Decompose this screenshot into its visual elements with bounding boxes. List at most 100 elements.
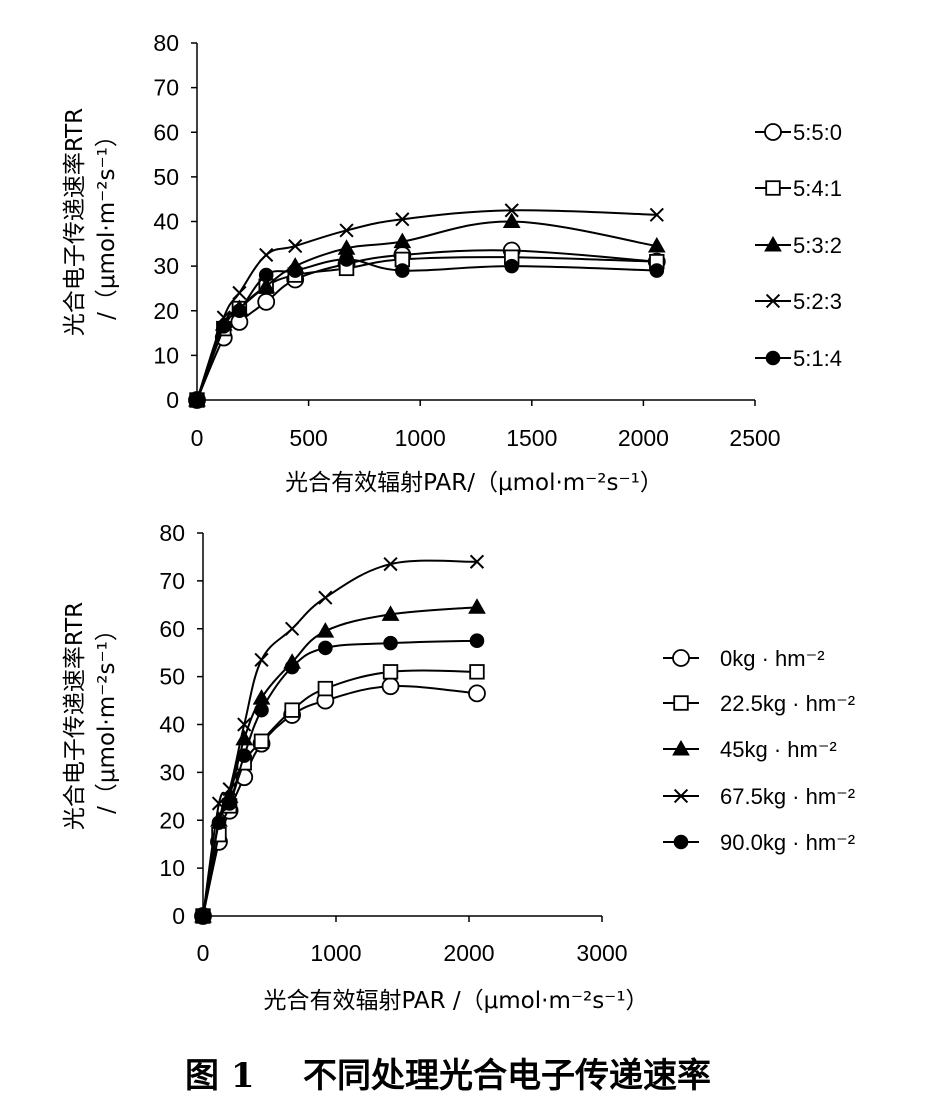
legend-entry: 5:2:3: [755, 289, 842, 314]
data-point: [237, 717, 252, 732]
data-point: [382, 664, 399, 680]
data-point: [253, 733, 270, 749]
data-point: [317, 680, 334, 697]
y-tick-label: 30: [153, 253, 179, 279]
legend-entry: 22.5kg · hm⁻²: [663, 691, 855, 716]
data-point: [316, 622, 335, 638]
legend-marker: [764, 123, 782, 141]
x-tick-label: 2500: [729, 425, 780, 451]
y-tick-label: 20: [159, 807, 185, 833]
data-point: [189, 392, 205, 408]
y-tick-label: 80: [153, 30, 179, 56]
x-tick-label: 1500: [506, 425, 557, 451]
data-point: [381, 605, 400, 621]
series-5: [189, 252, 665, 408]
legend-marker: [673, 695, 689, 711]
y-tick-label: 60: [159, 616, 185, 642]
legend-label: 5:4:1: [793, 176, 842, 201]
data-point: [383, 557, 398, 572]
y-axis-label-unit: /（μmol·m⁻²s⁻¹）: [94, 618, 120, 814]
data-point: [381, 677, 400, 696]
data-point: [649, 263, 665, 278]
y-tick-label: 60: [153, 119, 179, 145]
caption-text: 不同处理光合电子传递速率: [303, 1056, 711, 1096]
x-tick-label: 500: [289, 425, 327, 451]
data-point: [469, 554, 485, 569]
data-point: [318, 590, 333, 605]
chart-nitrogen-treatments: 0 10 20 30 40 50 60 70 80 0 1000 2000 3000 光合有效辐射PAR …: [62, 520, 855, 1014]
legend-marker: [672, 739, 690, 756]
legend-entry: 0kg · hm⁻²: [663, 646, 825, 671]
y-tick-label: 30: [159, 759, 185, 785]
data-point: [504, 203, 519, 218]
data-point: [284, 702, 300, 718]
legend-label: 45kg · hm⁻²: [720, 737, 837, 762]
data-point: [502, 212, 521, 228]
legend-label: 0kg · hm⁻²: [720, 646, 825, 671]
series-line: [202, 685, 478, 917]
data-point: [339, 223, 354, 238]
data-point: [254, 702, 269, 718]
legend-label: 5:2:3: [793, 289, 842, 314]
data-point: [339, 252, 354, 267]
x-tick-label: 3000: [576, 940, 627, 966]
y-tick-label: 10: [153, 342, 179, 368]
y-tick-label: 80: [159, 520, 185, 546]
data-point: [216, 319, 232, 334]
series-5: [195, 633, 485, 924]
legend-marker: [765, 293, 781, 309]
y-tick-label: 70: [153, 75, 179, 101]
y-tick-label: 50: [153, 164, 179, 190]
y-tick-label: 0: [166, 387, 179, 413]
chart-ratio-treatments: 0 10 20 30 40 50 60 70 80 0 500 1000 1500 2000 2500 光合有…: [62, 30, 842, 496]
x-axis-label: 光合有效辐射PAR /（μmol·m⁻²s⁻¹）: [263, 988, 648, 1014]
y-tick-label: 70: [159, 568, 185, 594]
data-point: [257, 277, 276, 293]
data-point: [468, 598, 486, 614]
series-2: [195, 664, 485, 924]
data-point: [393, 232, 412, 249]
legend-entry: 90.0kg · hm⁻²: [663, 830, 855, 855]
data-point: [395, 212, 410, 227]
series-line: [196, 220, 657, 401]
legend-marker: [764, 235, 782, 252]
legend-marker: [765, 350, 781, 366]
y-axis-label-unit: /（μmol·m⁻²s⁻¹）: [94, 124, 120, 320]
y-tick-label: 50: [159, 664, 185, 690]
legend-label: 22.5kg · hm⁻²: [720, 691, 855, 716]
legend-marker: [673, 834, 689, 850]
data-point: [504, 258, 520, 274]
legend-entry: 67.5kg · hm⁻²: [663, 784, 855, 809]
data-point: [195, 908, 211, 924]
data-point: [318, 640, 333, 656]
x-tick-label: 2000: [443, 940, 494, 966]
legend-label: 67.5kg · hm⁻²: [720, 784, 855, 809]
y-tick-label: 0: [172, 903, 185, 929]
data-point: [383, 635, 398, 651]
data-point: [236, 748, 252, 763]
data-point: [257, 292, 276, 311]
data-point: [211, 796, 227, 811]
data-point: [469, 633, 485, 649]
x-tick-label: 2000: [618, 425, 669, 451]
legend-entry: 45kg · hm⁻²: [663, 737, 837, 762]
data-point: [232, 303, 247, 319]
x-tick-label: 1000: [310, 940, 361, 966]
legend-label: 5:1:4: [793, 346, 842, 371]
y-tick-label: 40: [153, 209, 179, 235]
y-tick-label: 40: [159, 712, 185, 738]
x-tick-label: 0: [191, 425, 204, 451]
data-point: [469, 664, 485, 680]
legend-entry: 5:5:0: [755, 120, 842, 145]
data-point: [258, 267, 274, 283]
data-point: [254, 652, 269, 667]
caption-label: 图 1: [185, 1056, 255, 1096]
data-point: [259, 247, 274, 263]
y-axis-label: 光合电子传递速率RTR: [62, 602, 88, 830]
y-tick-label: 10: [159, 855, 185, 881]
x-axis-label: 光合有效辐射PAR/（μmol·m⁻²s⁻¹）: [285, 470, 663, 496]
series-1: [194, 677, 486, 925]
legend-entry: 5:4:1: [755, 176, 842, 201]
data-point: [284, 659, 300, 675]
